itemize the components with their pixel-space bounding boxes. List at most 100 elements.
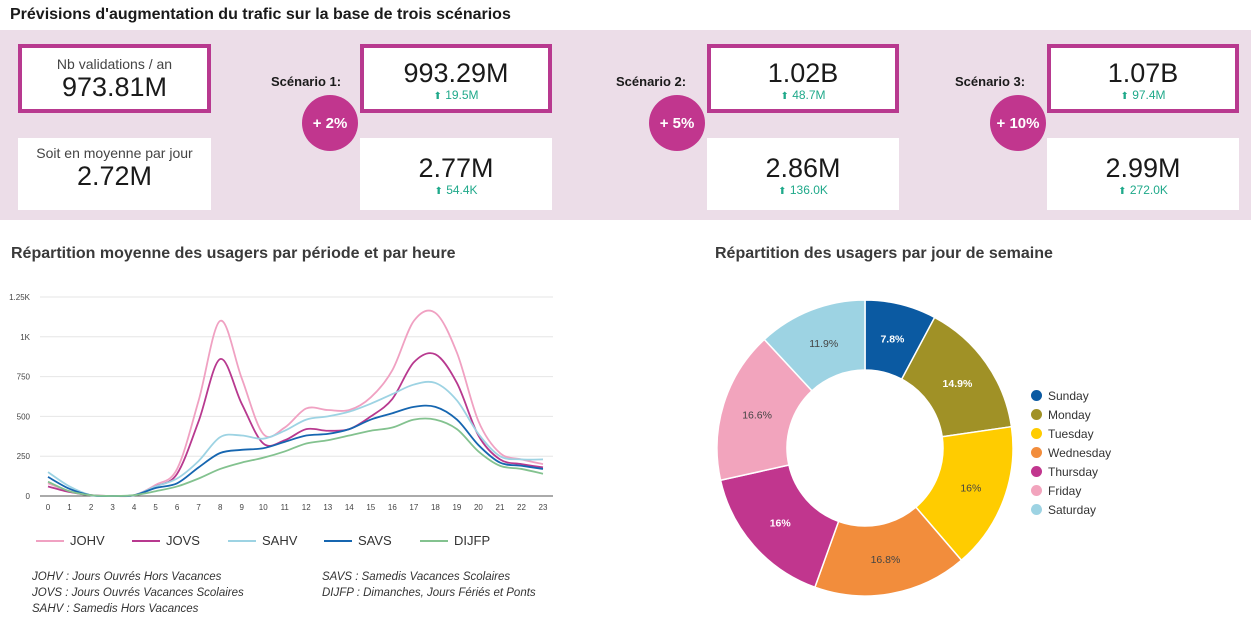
scenario-2-daily-value: 2.86M bbox=[765, 153, 841, 183]
page-title: Prévisions d'augmentation du trafic sur … bbox=[10, 6, 511, 23]
slice-label: 16% bbox=[770, 518, 792, 530]
legend-item-savs[interactable]: SAVS bbox=[324, 533, 420, 548]
legend-dot bbox=[1031, 428, 1042, 439]
note-line: DIJFP : Dimanches, Jours Fériés et Ponts bbox=[322, 587, 536, 599]
y-tick-label: 250 bbox=[17, 452, 31, 461]
legend-item-friday[interactable]: Friday bbox=[1031, 481, 1111, 500]
x-tick-label: 4 bbox=[132, 503, 137, 512]
note-line: SAHV : Samedis Hors Vacances bbox=[32, 603, 199, 615]
legend-swatch bbox=[132, 539, 160, 542]
legend-label: Sunday bbox=[1048, 388, 1089, 403]
legend-label: DIJFP bbox=[454, 533, 491, 548]
legend-item-tuesday[interactable]: Tuesday bbox=[1031, 424, 1111, 443]
x-tick-label: 6 bbox=[175, 503, 180, 512]
daily-average-card: Soit en moyenne par jour 2.72M bbox=[18, 138, 211, 210]
donut-legend: Sunday Monday Tuesday Wednesday Thursday Frid… bbox=[1031, 386, 1111, 519]
x-tick-label: 20 bbox=[474, 503, 483, 512]
legend-label: Monday bbox=[1048, 407, 1091, 422]
x-tick-label: 22 bbox=[517, 503, 526, 512]
daily-average-label: Soit en moyenne par jour bbox=[36, 145, 193, 161]
legend-item-saturday[interactable]: Saturday bbox=[1031, 500, 1111, 519]
scenario-2-badge: + 5% bbox=[649, 95, 705, 151]
line-chart-legend: JOHV JOVS SAHV SAVS DIJFP bbox=[36, 533, 516, 548]
legend-item-sunday[interactable]: Sunday bbox=[1031, 386, 1111, 405]
scenario-1-label: Scénario 1: bbox=[271, 74, 342, 89]
arrow-up-icon: ⬆ bbox=[778, 186, 787, 197]
arrow-up-icon: ⬆ bbox=[1118, 186, 1127, 197]
scenario-1-daily-card: 2.77M ⬆ 54.4K bbox=[360, 138, 552, 210]
scenario-1-daily-delta: 54.4K bbox=[446, 183, 478, 197]
legend-label: Thursday bbox=[1048, 464, 1099, 479]
legend-label: Saturday bbox=[1048, 502, 1097, 517]
x-tick-label: 14 bbox=[345, 503, 354, 512]
legend-label: SAHV bbox=[262, 533, 298, 548]
scenario-1-annual-card: 993.29M ⬆ 19.5M bbox=[360, 44, 552, 113]
y-tick-label: 750 bbox=[17, 373, 31, 382]
series-line-dijfp bbox=[47, 417, 544, 497]
legend-swatch bbox=[324, 539, 352, 542]
legend-label: Tuesday bbox=[1048, 426, 1094, 441]
x-tick-label: 15 bbox=[366, 503, 375, 512]
slice-label: 16% bbox=[960, 483, 981, 495]
legend-dot bbox=[1031, 466, 1042, 477]
note-line: JOHV : Jours Ouvrés Hors Vacances bbox=[32, 571, 222, 583]
scenario-2-annual-delta: 48.7M bbox=[792, 88, 826, 102]
legend-item-dijfp[interactable]: DIJFP bbox=[420, 533, 516, 548]
notes-right: SAVS : Samedis Vacances Scolaires DIJFP … bbox=[322, 569, 536, 601]
legend-dot bbox=[1031, 409, 1042, 420]
annual-validations-label: Nb validations / an bbox=[56, 56, 173, 72]
legend-dot bbox=[1031, 504, 1042, 515]
legend-dot bbox=[1031, 485, 1042, 496]
legend-swatch bbox=[36, 539, 64, 542]
legend-item-wednesday[interactable]: Wednesday bbox=[1031, 443, 1111, 462]
scenario-3-daily-card: 2.99M ⬆ 272.0K bbox=[1047, 138, 1239, 210]
scenario-3-annual-card: 1.07B ⬆ 97.4M bbox=[1047, 44, 1239, 113]
legend-item-monday[interactable]: Monday bbox=[1031, 405, 1111, 424]
y-tick-label: 500 bbox=[17, 412, 31, 421]
x-tick-label: 19 bbox=[452, 503, 461, 512]
annual-validations-card: Nb validations / an 973.81M bbox=[18, 44, 211, 113]
scenario-1-annual-value: 993.29M bbox=[403, 58, 509, 88]
scenario-3-annual-delta: 97.4M bbox=[1132, 88, 1166, 102]
line-chart-title: Répartition moyenne des usagers par péri… bbox=[11, 245, 456, 262]
scenario-3-daily-value: 2.99M bbox=[1105, 153, 1181, 183]
scenario-3-badge: + 10% bbox=[990, 95, 1046, 151]
daily-average-value: 2.72M bbox=[76, 161, 153, 191]
legend-swatch bbox=[420, 539, 448, 542]
x-tick-label: 18 bbox=[431, 503, 440, 512]
x-tick-label: 16 bbox=[388, 503, 397, 512]
arrow-up-icon: ⬆ bbox=[1120, 91, 1129, 102]
x-tick-label: 8 bbox=[218, 503, 223, 512]
note-line: SAVS : Samedis Vacances Scolaires bbox=[322, 571, 511, 583]
x-tick-label: 2 bbox=[89, 503, 94, 512]
scenario-1-daily-value: 2.77M bbox=[418, 153, 494, 183]
legend-item-johv[interactable]: JOHV bbox=[36, 533, 132, 548]
note-line: JOVS : Jours Ouvrés Vacances Scolaires bbox=[32, 587, 244, 599]
scenario-3-label: Scénario 3: bbox=[955, 74, 1026, 89]
legend-item-sahv[interactable]: SAHV bbox=[228, 533, 324, 548]
scenario-1-annual-delta: 19.5M bbox=[445, 88, 479, 102]
weekday-donut-chart: 7.8% 14.9% 16% 16.8% 16% 16.6% 11.9% bbox=[716, 299, 1014, 597]
slice-label: 11.9% bbox=[809, 338, 838, 350]
y-tick-label: 0 bbox=[26, 492, 31, 501]
legend-label: Wednesday bbox=[1048, 445, 1112, 460]
legend-item-thursday[interactable]: Thursday bbox=[1031, 462, 1111, 481]
legend-item-jovs[interactable]: JOVS bbox=[132, 533, 228, 548]
slice-label: 16.6% bbox=[742, 409, 772, 421]
annual-validations-value: 973.81M bbox=[61, 72, 168, 102]
scenario-2-daily-card: 2.86M ⬆ 136.0K bbox=[707, 138, 899, 210]
slice-saturday[interactable] bbox=[763, 299, 866, 392]
arrow-up-icon: ⬆ bbox=[433, 91, 442, 102]
scenario-2-label: Scénario 2: bbox=[616, 74, 687, 89]
x-tick-label: 21 bbox=[496, 503, 505, 512]
legend-swatch bbox=[228, 539, 256, 542]
arrow-up-icon: ⬆ bbox=[434, 186, 443, 197]
pie-chart-title: Répartition des usagers par jour de sema… bbox=[715, 245, 1053, 262]
legend-dot bbox=[1031, 390, 1042, 401]
notes-left: JOHV : Jours Ouvrés Hors Vacances JOVS :… bbox=[32, 569, 244, 617]
scenario-2-annual-value: 1.02B bbox=[767, 58, 839, 88]
y-tick-label: 1.25K bbox=[9, 293, 31, 302]
x-tick-label: 12 bbox=[302, 503, 311, 512]
series-line-johv bbox=[47, 309, 544, 498]
